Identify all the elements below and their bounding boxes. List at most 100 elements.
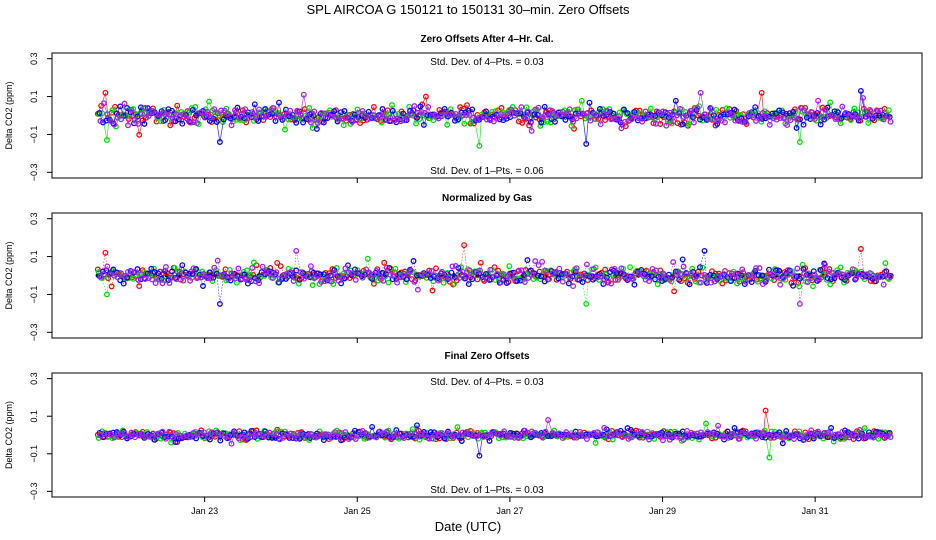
series-4-point	[715, 117, 722, 124]
y-tick-label: 0.3	[29, 372, 39, 385]
series-4-point	[449, 263, 456, 270]
series-4-point	[159, 428, 166, 435]
series-4-point	[190, 119, 197, 126]
series-4-point	[728, 111, 735, 118]
series-4-point	[149, 276, 156, 283]
series-4-point	[125, 122, 131, 129]
series-4-point	[211, 106, 218, 113]
series-4-point	[449, 433, 456, 440]
series-4-point	[494, 115, 501, 122]
series-4-point	[866, 107, 873, 113]
series-4-point	[107, 117, 114, 124]
series-4-point	[107, 431, 114, 438]
series-4-point	[514, 109, 521, 116]
series-4-point	[735, 118, 742, 124]
y-tick-label: −0.1	[29, 445, 39, 463]
series-4-point	[232, 429, 238, 436]
series-4-point	[877, 107, 884, 114]
series-2-point	[583, 300, 590, 307]
series-3-point	[379, 106, 386, 112]
series-4-point	[880, 434, 887, 440]
series-4-point	[138, 110, 145, 117]
series-2-point	[685, 121, 692, 127]
series-3-point	[614, 270, 621, 277]
panel-title: Zero Offsets After 4–Hr. Cal.	[420, 34, 553, 45]
series-4-point	[680, 113, 687, 120]
series-4-point	[666, 276, 673, 283]
series-2-point	[837, 264, 844, 271]
series-4-point	[373, 268, 380, 274]
series-3-point	[724, 428, 731, 435]
series-4-point	[884, 112, 891, 119]
series-3-point	[810, 113, 817, 119]
series-4-point	[887, 273, 894, 280]
series-4-point	[521, 279, 528, 285]
series-4-point	[194, 275, 200, 282]
series-3-point	[151, 269, 158, 276]
series-4-point	[670, 259, 677, 266]
series-4-point	[397, 433, 404, 440]
series-4-point	[870, 434, 877, 441]
series-3-point	[828, 276, 835, 283]
series-4-point	[207, 114, 214, 121]
series-4-point	[242, 276, 249, 283]
series-4-point	[307, 119, 314, 126]
series-4-point	[656, 109, 663, 116]
series-4-point	[380, 109, 387, 116]
series-4-point	[180, 277, 187, 284]
series-4-point	[394, 115, 401, 122]
series-3-point	[431, 429, 438, 436]
series-2-point	[413, 120, 420, 127]
series-3-point	[586, 99, 593, 106]
series-4-point	[100, 430, 107, 437]
series-4-point	[535, 262, 542, 269]
series-3-point	[797, 275, 803, 282]
series-4-point	[552, 268, 559, 275]
series-4-point	[577, 428, 583, 435]
series-4-point	[418, 271, 425, 278]
series-3-point	[521, 272, 527, 279]
series-4-point	[483, 431, 490, 438]
series-4-point	[280, 115, 287, 121]
series-4-point	[887, 434, 894, 440]
series-4-point	[673, 433, 680, 440]
series-1-point	[495, 267, 502, 274]
series-3-point	[793, 124, 800, 131]
series-4-point	[221, 271, 228, 278]
series-4-point	[411, 278, 418, 285]
series-4-point	[728, 270, 735, 277]
series-2-point	[861, 425, 868, 432]
series-4-point	[697, 89, 704, 96]
series-4-point	[615, 115, 621, 122]
series-4-point	[100, 271, 107, 278]
series-4-point	[535, 104, 542, 111]
series-4-point	[128, 106, 135, 113]
series-1-point	[391, 269, 398, 276]
series-4-point	[470, 433, 477, 439]
series-1-point	[274, 259, 281, 266]
series-1-point	[167, 122, 174, 129]
series-4-point	[673, 112, 680, 119]
series-4-point	[204, 109, 211, 115]
series-4-point	[466, 112, 473, 119]
series-4-point	[401, 435, 407, 441]
y-tick-label: −0.1	[29, 126, 39, 144]
series-4-point	[887, 118, 894, 125]
series-1-point	[370, 104, 377, 110]
series-4-point	[508, 433, 514, 440]
series-1-point	[519, 119, 526, 126]
series-4-point	[791, 436, 797, 442]
series-4-point	[604, 108, 611, 114]
panel-2: Normalized by Gas 0.3 0.1 −0.1 −0.3 Delta CO2…	[4, 193, 923, 343]
series-4-point	[463, 431, 470, 438]
series-3-point	[117, 103, 124, 110]
series-4-point	[546, 276, 552, 283]
series-4-point	[194, 431, 200, 438]
series-3-point	[296, 435, 303, 442]
series-1-point	[429, 287, 436, 294]
y-tick-label: −0.3	[29, 482, 39, 500]
series-3-point	[524, 257, 531, 264]
series-4-point	[611, 432, 618, 439]
series-4-point	[418, 108, 425, 115]
series-4-point	[338, 274, 345, 281]
